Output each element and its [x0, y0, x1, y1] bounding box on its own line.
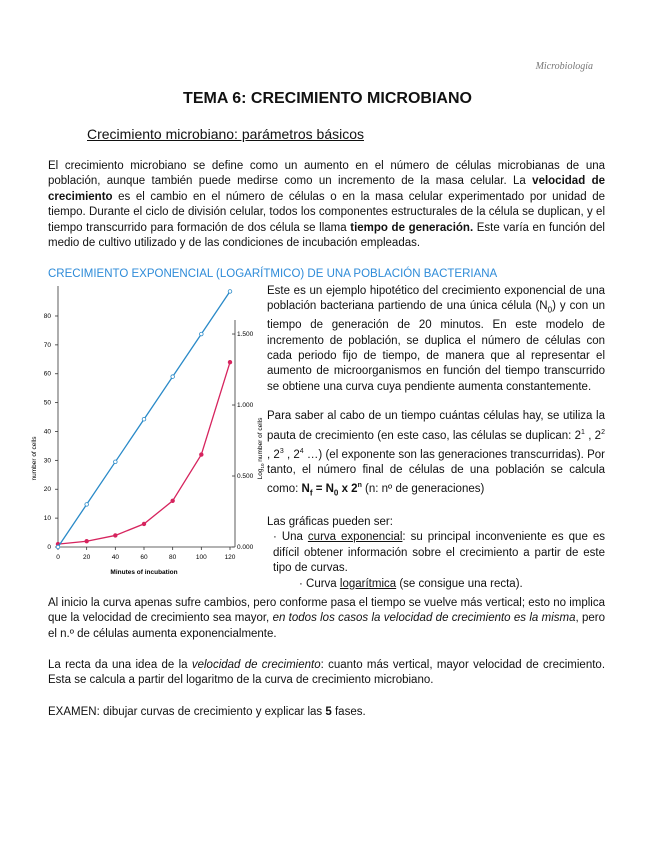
bold-text: 5 — [325, 706, 332, 718]
data-point — [84, 502, 89, 507]
x-tick-label: 0 — [56, 554, 60, 561]
text: EXAMEN: dibujar curvas de crecimiento y … — [48, 706, 326, 718]
text: · Una — [273, 531, 308, 544]
y-tick-label: 80 — [44, 313, 52, 320]
data-point — [113, 459, 118, 465]
label-part: Log — [257, 468, 264, 479]
subscript: f — [309, 488, 313, 498]
x-tick-label: 40 — [112, 554, 120, 561]
bold-text: = N — [312, 483, 334, 496]
y-tick-label: 20 — [44, 486, 52, 493]
data-point — [227, 289, 233, 294]
text: , 2 — [584, 429, 602, 442]
text: ) y con un tiempo de generación de 20 mi… — [267, 300, 605, 393]
paragraph: Las gráficas pueden ser: — [267, 515, 393, 528]
y-tick-label: 30 — [44, 457, 52, 464]
y2-axis-label: Log10 number of cells — [257, 417, 265, 480]
x-tick-label: 20 — [83, 554, 91, 561]
bold-text: velocidad de crecimiento — [48, 175, 605, 203]
data-point — [141, 417, 147, 422]
label-part: number of cells — [257, 417, 264, 464]
x-tick-label: 60 — [140, 554, 148, 561]
x-tick-label: 120 — [225, 554, 236, 561]
text: …) (el exponente son las generaciones tr… — [267, 448, 605, 496]
paragraph: Para saber al cabo de un tiempo cuántas … — [267, 409, 605, 501]
bold-text: x 2 — [338, 483, 358, 496]
title: TEMA 6: CRECIMIENTO MICROBIANO — [183, 90, 472, 107]
y2-tick-label: 0.500 — [237, 473, 254, 480]
paragraph: EXAMEN: dibujar curvas de crecimiento y … — [48, 705, 605, 720]
section-heading: CRECIMIENTO EXPONENCIAL (LOGARÍTMICO) DE… — [48, 268, 498, 280]
y-axis-label: number of cells — [31, 436, 38, 481]
text: fases. — [331, 706, 366, 718]
superscript: 2 — [601, 428, 605, 436]
text: Para saber al cabo de un tiempo cuántas … — [267, 410, 605, 442]
text: , 2 — [283, 448, 300, 461]
text: · Curva — [299, 577, 340, 590]
x-axis-label: Minutes of incubation — [110, 569, 177, 576]
text: , 2 — [267, 448, 280, 461]
chart: 0 20 40 60 80 100 120 0 10 20 30 40 50 60 70 80 0.000 0.5… — [31, 286, 265, 576]
text: (n: nº de generaciones) — [361, 483, 485, 496]
superscript: 3 — [279, 447, 284, 455]
running-header: Microbiología — [535, 61, 593, 72]
intro-paragraph: El crecimiento microbiano se define como… — [48, 159, 605, 251]
superscript: 1 — [581, 428, 585, 436]
y-tick-label: 0 — [47, 544, 51, 551]
text: Al inicio la curva apenas sufre cambios,… — [48, 597, 605, 625]
paragraph: La recta da una idea de la velocidad de … — [48, 658, 605, 689]
x-tick-label: 80 — [169, 554, 177, 561]
paragraph: Al inicio la curva apenas sufre cambios,… — [48, 596, 605, 642]
y-tick-label: 50 — [44, 400, 52, 407]
label-part: 10 — [260, 463, 265, 469]
data-point — [113, 533, 118, 538]
bold-text: tiempo de generación. — [350, 221, 474, 234]
underlined-text: curva exponencial — [307, 531, 403, 544]
data-point — [170, 498, 175, 503]
subscript: 0 — [333, 488, 339, 498]
text: El crecimiento microbiano se define como… — [48, 160, 605, 188]
y2-tick-label: 0.000 — [237, 544, 254, 551]
data-point — [199, 331, 204, 337]
subscript: 0 — [547, 305, 553, 315]
text: Este es un ejemplo hipotético del crecim… — [267, 285, 605, 313]
text: : cuanto más vertical, mayor velocidad d… — [48, 659, 606, 687]
y-tick-label: 70 — [44, 342, 52, 349]
text: : su principal inconveniente es que es d… — [273, 531, 605, 575]
y-tick-label: 40 — [44, 428, 52, 435]
text: , pero el n.º de células aumenta exponen… — [48, 612, 605, 640]
bold-text: N — [301, 483, 310, 496]
superscript: 4 — [299, 447, 304, 455]
italic-text: velocidad de crecimiento — [191, 659, 321, 671]
series-line — [57, 361, 231, 545]
x-tick-label: 100 — [196, 554, 207, 561]
data-point — [170, 374, 175, 379]
data-point — [199, 452, 204, 457]
y2-tick-label: 1.500 — [237, 331, 254, 338]
data-point — [84, 539, 89, 544]
data-point — [141, 521, 147, 527]
italic-text: en todos los casos la velocidad de creci… — [272, 612, 576, 625]
text: es el cambio en el número de células o e… — [48, 190, 605, 234]
text: La recta da una idea de la — [48, 659, 192, 671]
underlined-text: logarítmica — [339, 577, 397, 590]
list-item: · Una curva exponencial: su principal in… — [267, 530, 605, 576]
y2-tick-label: 1.000 — [237, 402, 254, 409]
data-point — [227, 359, 233, 365]
y-tick-label: 60 — [44, 371, 52, 378]
y-tick-label: 10 — [44, 515, 52, 522]
text: (se consigue una recta). — [396, 577, 523, 590]
paragraph: Este es un ejemplo hipotético del crecim… — [267, 284, 605, 395]
data-point — [55, 544, 61, 550]
subtitle: Crecimiento microbiano: parámetros básic… — [87, 126, 364, 142]
text: Este varía en función del medio de culti… — [48, 221, 605, 250]
superscript: n — [357, 482, 362, 490]
right-column: Este es un ejemplo hipotético del crecim… — [267, 284, 605, 592]
list-item: · Curva logarítmica (se consigue una rec… — [267, 577, 605, 592]
